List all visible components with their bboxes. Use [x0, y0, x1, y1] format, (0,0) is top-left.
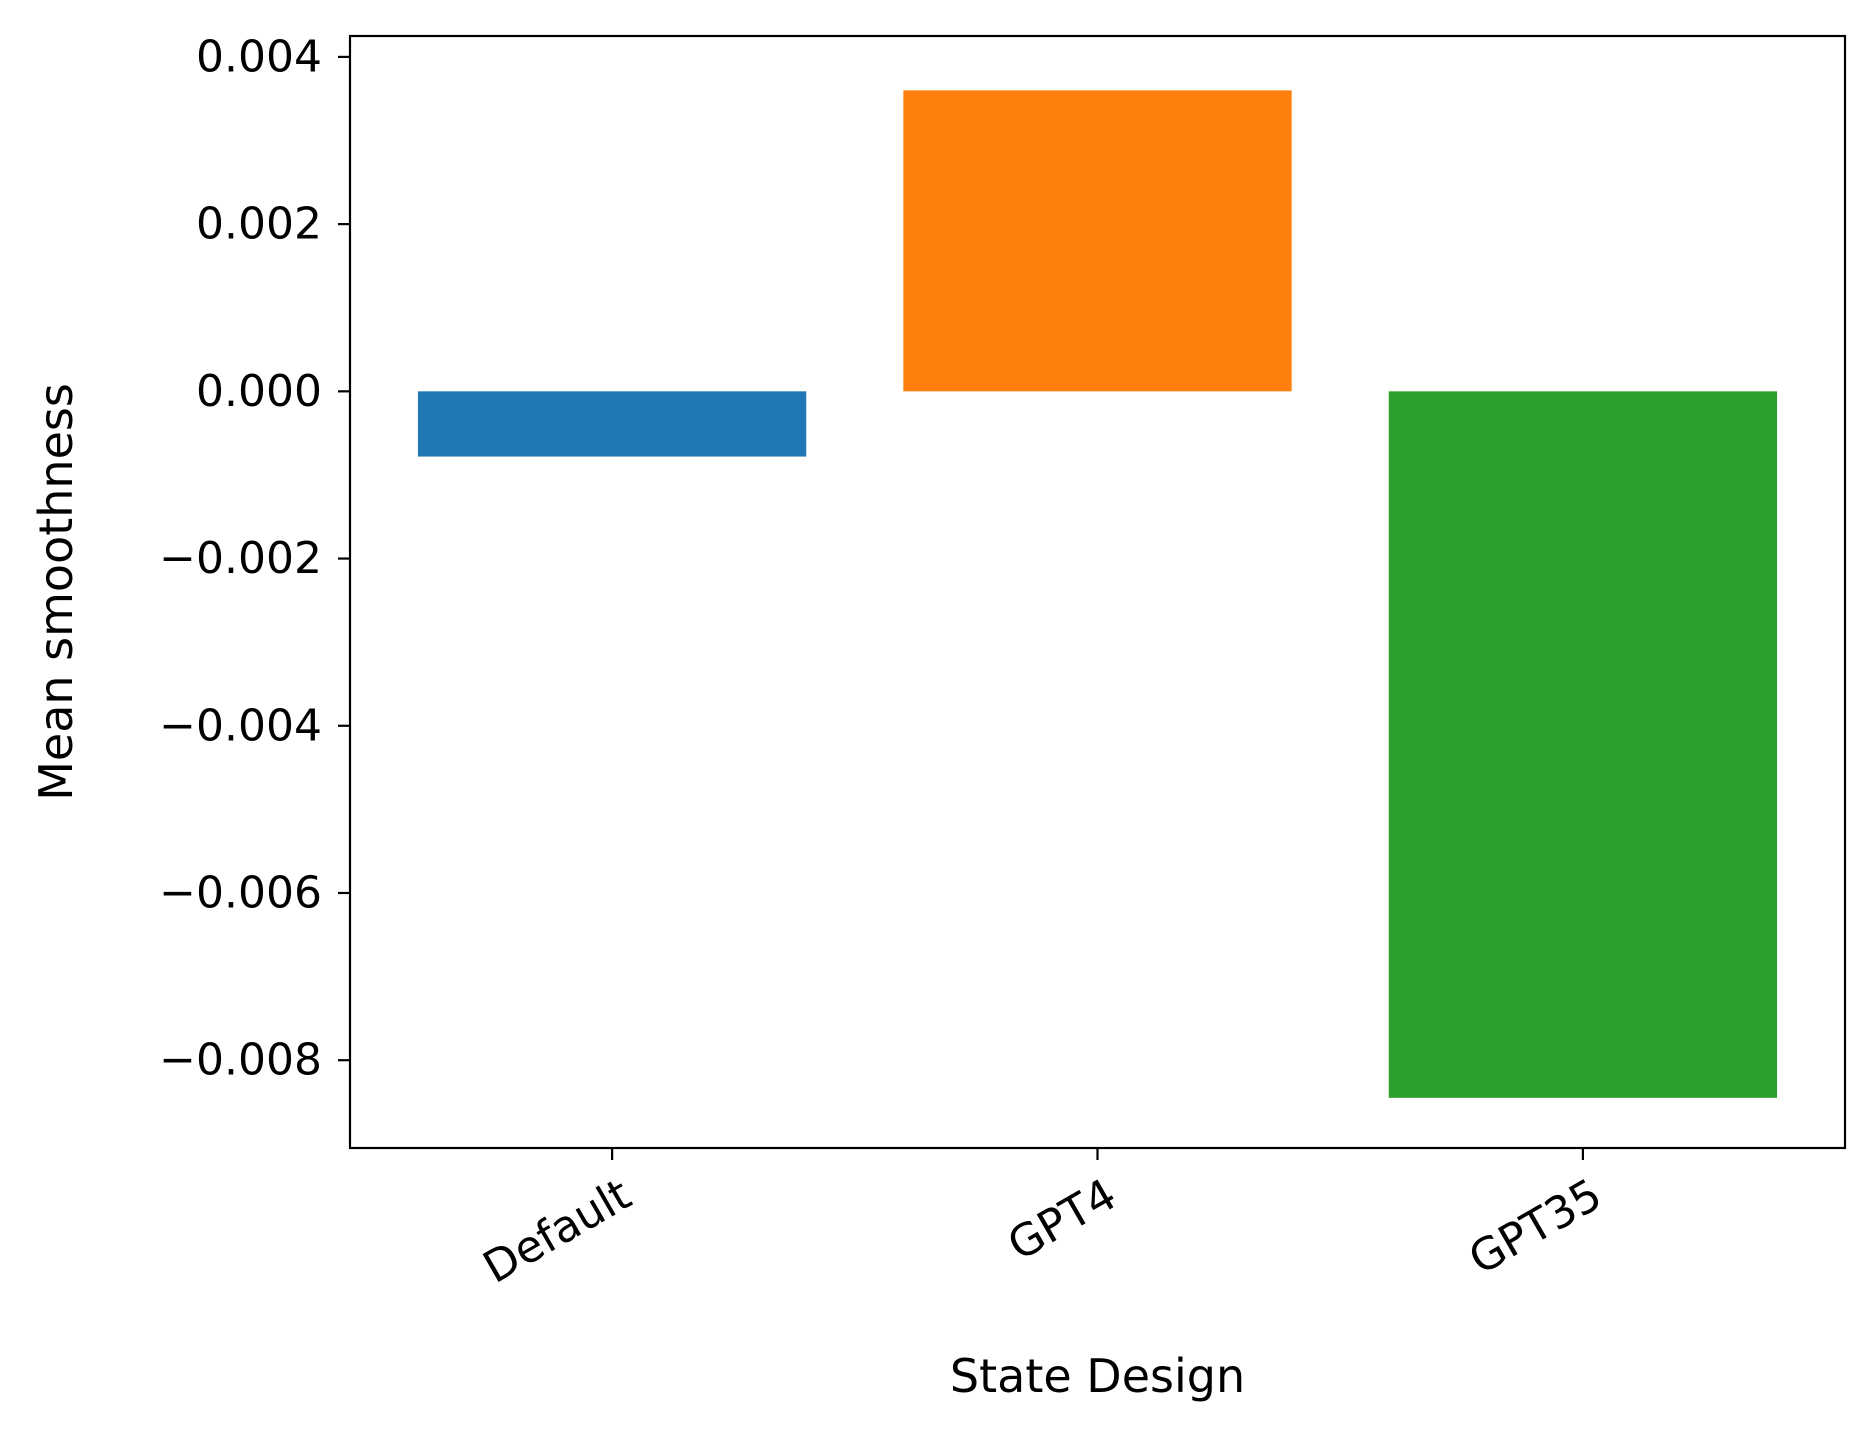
- x-axis-label: State Design: [950, 1349, 1245, 1403]
- y-tick-label: −0.006: [159, 867, 322, 918]
- y-tick-label: −0.004: [159, 700, 322, 751]
- y-tick-label: 0.002: [196, 199, 322, 250]
- bar-gpt35: [1388, 391, 1778, 1098]
- bar-gpt4: [903, 90, 1292, 392]
- y-tick-label: −0.008: [159, 1035, 322, 1086]
- y-axis-label: Mean smoothness: [29, 383, 83, 801]
- bar-default: [417, 391, 807, 457]
- y-tick-label: −0.002: [159, 533, 322, 584]
- bars: [417, 90, 1778, 1098]
- y-tick-label: 0.000: [196, 366, 322, 417]
- y-axis-ticks: 0.004 0.002 0.000 −0.002 −0.004 −0.006 −0.008: [159, 31, 350, 1086]
- y-tick-label: 0.004: [196, 31, 322, 82]
